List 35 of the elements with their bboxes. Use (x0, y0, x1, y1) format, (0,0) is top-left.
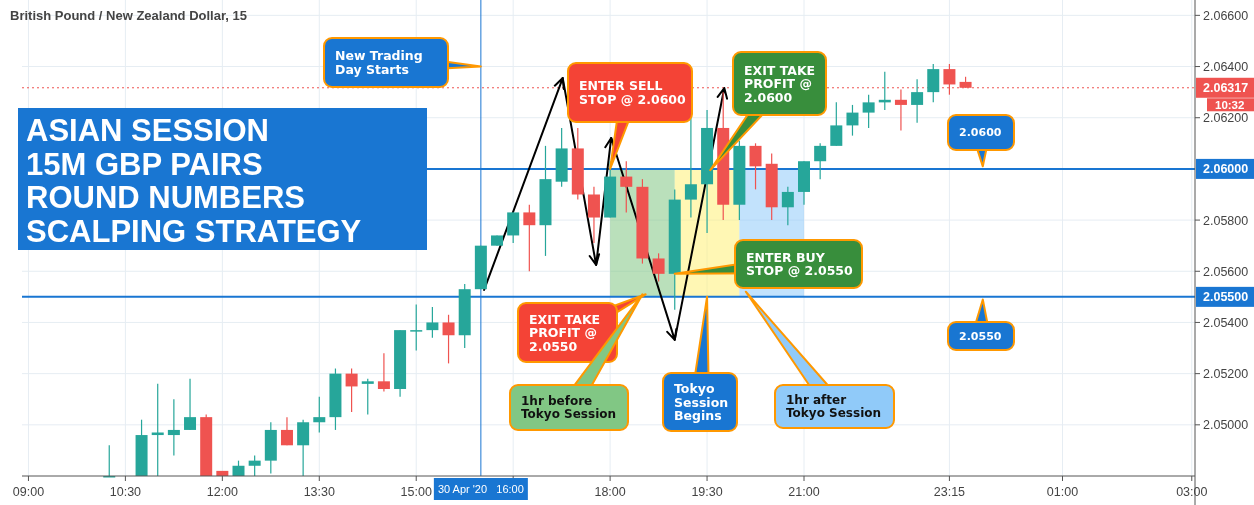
annotation: EXIT TAKE PROFIT @ 2.0600 (744, 62, 816, 105)
annotation: 1hr after Tokyo Session (786, 393, 882, 421)
y-tick-label: 2.06200 (1203, 111, 1249, 126)
annotation: 2.0550 (959, 329, 1002, 343)
text: 10:32 (1215, 98, 1245, 111)
x-tick-label: 19:30 (691, 485, 723, 499)
annotation: Tokyo Session Begins (674, 381, 729, 423)
x-tick-label: 21:00 (788, 485, 820, 499)
x-tick-label: 18:00 (594, 485, 626, 499)
x-tick-label: 12:00 (206, 485, 239, 499)
text: ASIAN SESSION 15M GBP PAIRS ROUND NUMBERS SCALPING STRATEGY (26, 113, 362, 249)
y-tick-label: 2.05400 (1203, 315, 1249, 330)
x-tick-label: 15:00 (400, 485, 432, 499)
ref-line-label: 2.06000 (1203, 162, 1249, 177)
ref-line-label: 30 Apr '20 16:00 (437, 483, 524, 495)
x-tick-label: 09:00 (12, 485, 45, 499)
annotation: ENTER BUY STOP @ 2.0550 (746, 249, 854, 279)
x-tick-label: 01:00 (1046, 485, 1079, 499)
y-tick-label: 2.06400 (1203, 60, 1249, 75)
y-tick-label: 2.05000 (1203, 418, 1249, 433)
y-tick-label: 2.05600 (1203, 264, 1249, 279)
text: British Pound / New Zealand Dollar, 15 (10, 8, 247, 23)
annotation: ENTER SELL STOP @ 2.0600 (579, 78, 687, 107)
y-tick-label: 2.05200 (1203, 367, 1249, 382)
y-tick-label: 2.06600 (1203, 8, 1249, 23)
x-tick-label: 13:30 (303, 485, 335, 499)
x-tick-label: 23:15 (933, 485, 966, 499)
ref-line-label: 2.05500 (1203, 290, 1249, 305)
ref-line-label: 2.06317 (1203, 81, 1249, 96)
x-tick-label: 10:30 (109, 485, 142, 499)
y-tick-label: 2.05800 (1203, 213, 1249, 228)
annotation: 1hr before Tokyo Session (521, 394, 617, 422)
annotation: 2.0600 (959, 126, 1002, 140)
x-tick-label: 03:00 (1176, 485, 1208, 499)
annotation: EXIT TAKE PROFIT @ 2.0550 (529, 311, 601, 354)
